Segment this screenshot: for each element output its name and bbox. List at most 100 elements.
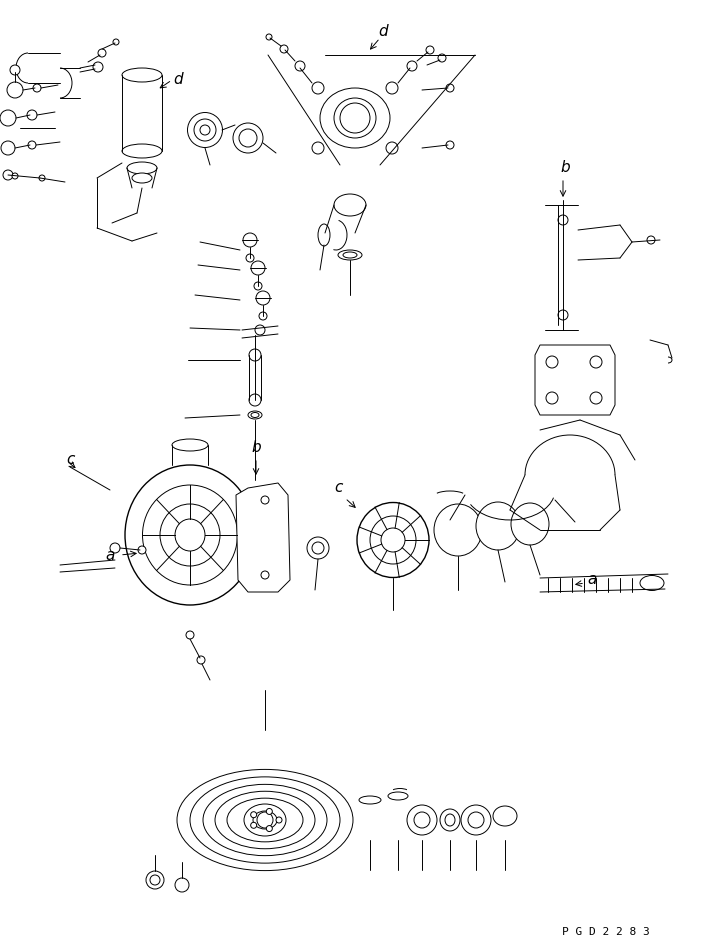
Text: b: b [560,160,570,176]
Text: d: d [173,73,183,88]
Circle shape [307,537,329,559]
Ellipse shape [132,173,152,183]
Ellipse shape [338,250,362,260]
Circle shape [312,142,324,154]
Ellipse shape [320,88,390,148]
Text: b: b [251,441,260,456]
Ellipse shape [407,805,437,835]
Circle shape [312,542,324,554]
Circle shape [647,236,655,244]
Circle shape [446,141,454,149]
Circle shape [386,142,398,154]
Ellipse shape [511,503,549,545]
Ellipse shape [318,224,330,246]
Circle shape [146,871,164,889]
Ellipse shape [194,119,216,141]
Ellipse shape [227,798,303,842]
Circle shape [150,875,160,885]
Circle shape [266,808,272,815]
Ellipse shape [334,98,376,138]
Circle shape [276,817,282,823]
Ellipse shape [122,68,162,82]
Ellipse shape [640,576,664,591]
Polygon shape [535,345,615,415]
Circle shape [12,173,18,179]
Circle shape [590,392,602,404]
Circle shape [197,656,205,664]
Circle shape [110,543,120,553]
Circle shape [407,61,417,71]
Ellipse shape [248,411,262,419]
Ellipse shape [233,123,263,153]
Ellipse shape [125,465,255,605]
Circle shape [251,822,257,828]
Ellipse shape [190,777,340,863]
Text: a: a [106,548,115,563]
Ellipse shape [127,162,157,174]
Circle shape [1,141,15,155]
Circle shape [10,65,20,75]
Ellipse shape [440,809,460,831]
Circle shape [261,496,269,504]
Circle shape [254,282,262,290]
Circle shape [266,826,272,832]
Circle shape [558,215,568,225]
Circle shape [0,110,16,126]
Ellipse shape [122,144,162,158]
Circle shape [93,62,103,72]
Circle shape [426,46,434,54]
Ellipse shape [142,485,237,585]
Ellipse shape [493,806,517,826]
Circle shape [186,631,194,639]
Ellipse shape [239,129,257,147]
Circle shape [546,356,558,368]
Circle shape [256,291,270,305]
Circle shape [590,356,602,368]
Ellipse shape [476,502,520,550]
Circle shape [3,170,13,180]
Ellipse shape [468,812,484,828]
Ellipse shape [175,519,205,551]
Circle shape [175,878,189,892]
Ellipse shape [172,439,208,451]
Text: c: c [334,480,342,496]
Circle shape [257,812,273,828]
Circle shape [381,528,405,552]
Circle shape [446,84,454,92]
Circle shape [138,546,146,554]
Circle shape [546,392,558,404]
Ellipse shape [160,504,220,566]
Ellipse shape [244,804,286,836]
Circle shape [28,141,36,149]
Ellipse shape [203,784,327,855]
Ellipse shape [177,769,353,870]
Circle shape [33,84,41,92]
Circle shape [243,233,257,247]
Ellipse shape [215,791,315,849]
Ellipse shape [370,516,416,564]
Text: c: c [65,452,74,467]
Ellipse shape [343,252,357,258]
Circle shape [98,49,106,57]
Ellipse shape [445,814,455,826]
Text: a: a [587,572,597,587]
Ellipse shape [461,805,491,835]
Circle shape [340,103,370,133]
Polygon shape [236,483,290,592]
Ellipse shape [359,796,381,804]
Circle shape [27,110,37,120]
Circle shape [7,82,23,98]
Ellipse shape [334,194,366,216]
Text: P G D 2 2 8 3: P G D 2 2 8 3 [562,927,650,937]
Circle shape [266,34,272,40]
Circle shape [251,812,257,818]
Ellipse shape [357,502,429,578]
Circle shape [259,312,267,320]
Ellipse shape [200,125,210,135]
Ellipse shape [249,349,261,361]
Circle shape [280,45,288,53]
Circle shape [558,310,568,320]
Ellipse shape [249,394,261,406]
Ellipse shape [388,792,408,800]
Ellipse shape [434,504,482,556]
